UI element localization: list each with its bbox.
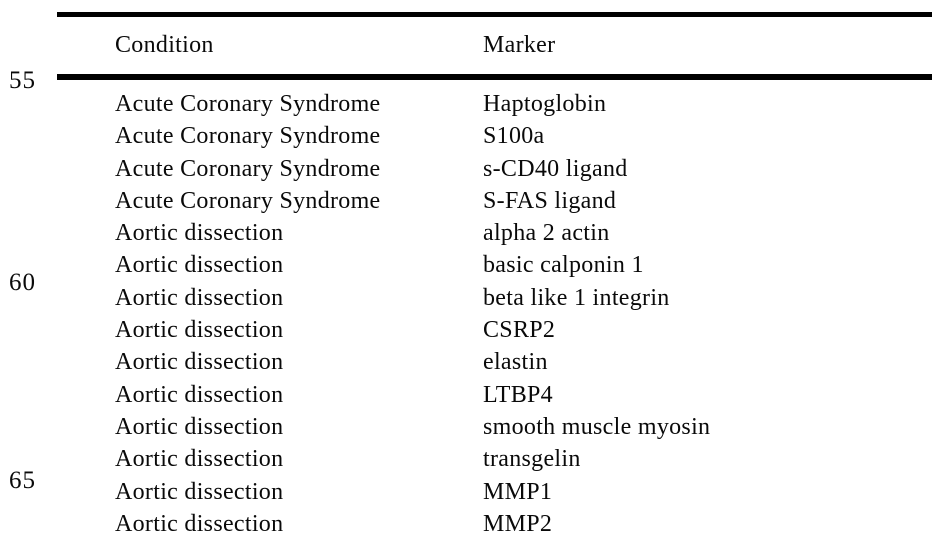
row-marker: elastin <box>483 349 548 376</box>
condition-marker-table: Condition Marker Acute Coronary Syndrome… <box>57 0 932 549</box>
column-header-condition: Condition <box>115 32 214 58</box>
table-row: Aortic dissection CSRP2 <box>57 314 932 346</box>
row-condition: Aortic dissection <box>115 381 284 408</box>
row-condition: Aortic dissection <box>115 284 284 311</box>
row-marker: alpha 2 actin <box>483 220 610 247</box>
row-marker: transgelin <box>483 446 581 473</box>
row-condition: Acute Coronary Syndrome <box>115 91 381 117</box>
row-condition: Acute Coronary Syndrome <box>115 123 381 150</box>
row-marker: basic calponin 1 <box>483 252 644 279</box>
table-header-row: Condition Marker <box>57 33 932 57</box>
row-condition: Aortic dissection <box>115 446 284 473</box>
row-condition: Aortic dissection <box>115 510 284 537</box>
table-row: Aortic dissection LTBP4 <box>57 379 932 411</box>
table-row: Acute Coronary Syndrome S-FAS ligand <box>57 185 932 217</box>
row-marker: Haptoglobin <box>483 91 607 117</box>
row-condition: Aortic dissection <box>115 220 284 247</box>
table-row: Aortic dissection elastin <box>57 346 932 378</box>
row-marker: MMP2 <box>483 510 553 537</box>
row-marker: S100a <box>483 123 545 150</box>
table-body: Acute Coronary Syndrome Haptoglobin Acut… <box>57 88 932 540</box>
table-row: Aortic dissection smooth muscle myosin <box>57 411 932 443</box>
table-row: Aortic dissection MMP2 <box>57 508 932 540</box>
row-marker: beta like 1 integrin <box>483 284 670 311</box>
table-row: Acute Coronary Syndrome s-CD40 ligand <box>57 153 932 185</box>
row-condition: Aortic dissection <box>115 413 284 440</box>
table-row: Aortic dissection MMP1 <box>57 476 932 508</box>
table-header-rule <box>57 74 932 80</box>
row-marker: smooth muscle myosin <box>483 413 711 440</box>
row-condition: Acute Coronary Syndrome <box>115 155 381 182</box>
table-row: Aortic dissection transgelin <box>57 443 932 475</box>
row-condition: Aortic dissection <box>115 349 284 376</box>
table-row: Acute Coronary Syndrome Haptoglobin <box>57 88 932 120</box>
row-marker: MMP1 <box>483 478 553 505</box>
row-marker: S-FAS ligand <box>483 187 617 214</box>
column-header-marker: Marker <box>483 32 556 58</box>
table-row: Acute Coronary Syndrome S100a <box>57 120 932 152</box>
row-condition: Aortic dissection <box>115 317 284 344</box>
margin-line-number-60: 60 <box>9 269 36 296</box>
table-row: Aortic dissection basic calponin 1 <box>57 249 932 281</box>
table-row: Aortic dissection beta like 1 integrin <box>57 282 932 314</box>
table-top-rule <box>57 12 932 17</box>
row-marker: s-CD40 ligand <box>483 155 628 182</box>
row-marker: CSRP2 <box>483 317 556 344</box>
margin-line-number-65: 65 <box>9 467 36 494</box>
row-condition: Aortic dissection <box>115 252 284 279</box>
row-condition: Acute Coronary Syndrome <box>115 187 381 214</box>
margin-line-number-55: 55 <box>9 67 36 94</box>
row-marker: LTBP4 <box>483 381 553 408</box>
row-condition: Aortic dissection <box>115 478 284 505</box>
table-row: Aortic dissection alpha 2 actin <box>57 217 932 249</box>
